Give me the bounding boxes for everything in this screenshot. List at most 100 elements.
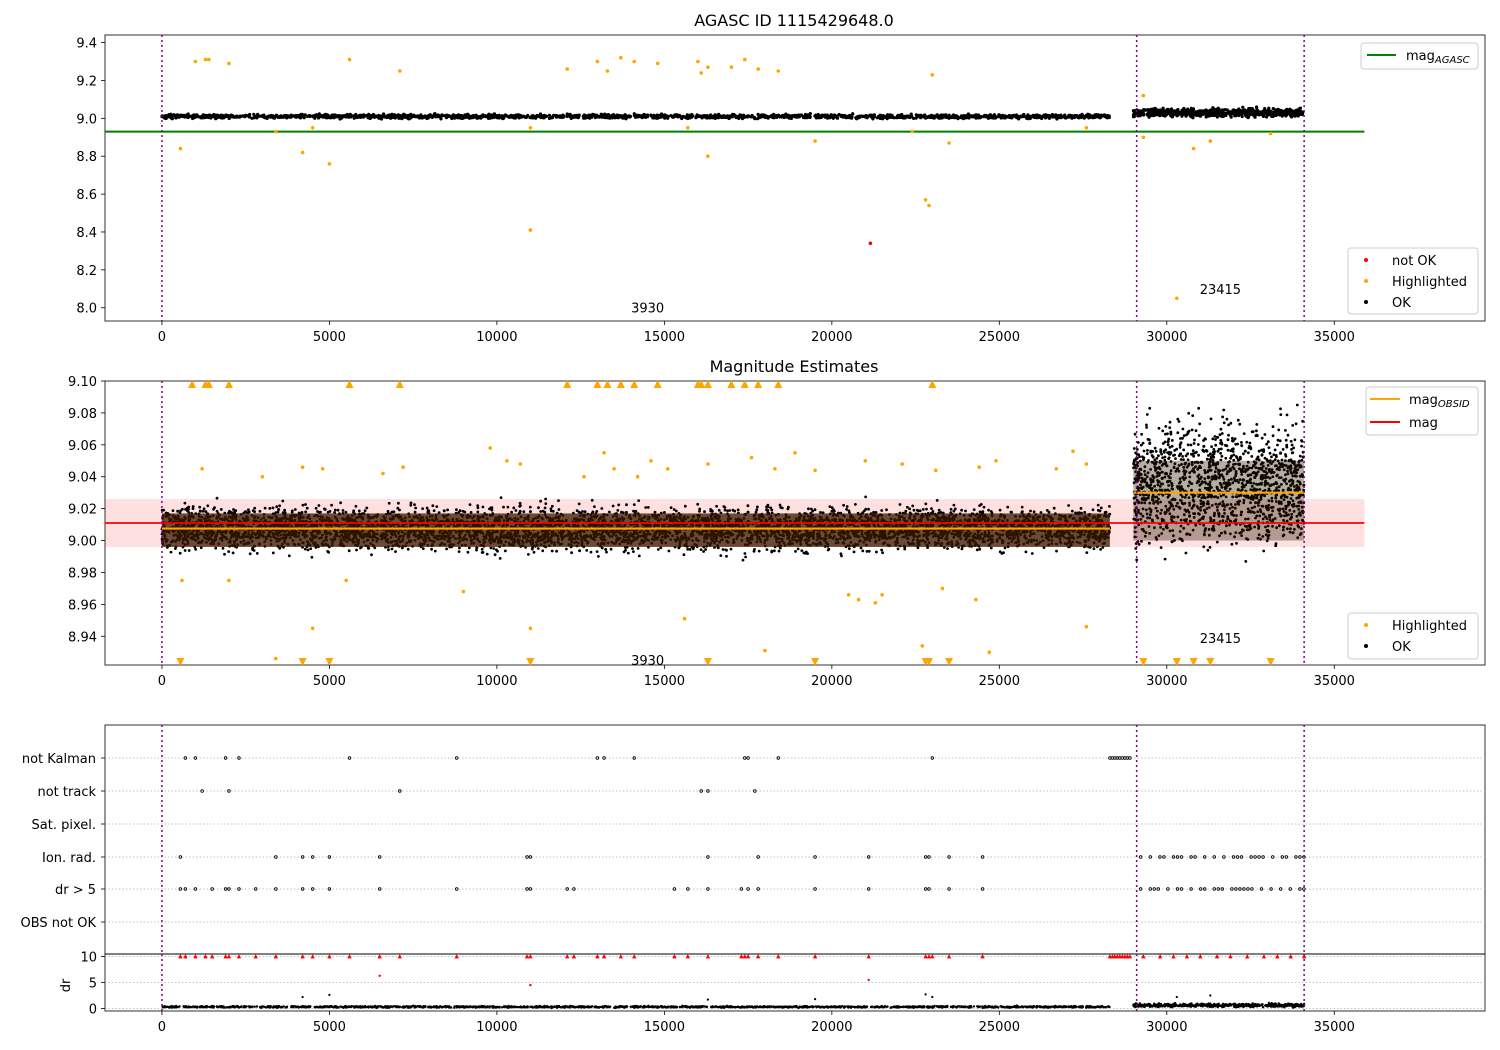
ok-point (910, 114, 914, 118)
ok-point (773, 549, 776, 553)
highlighted-point (207, 57, 211, 62)
ok-point (403, 114, 407, 118)
ok-point (340, 115, 344, 119)
ok-point (864, 113, 868, 118)
ok-point (490, 116, 495, 120)
ok-point (756, 505, 759, 509)
ok-point (971, 114, 975, 118)
ok-point (1234, 111, 1239, 115)
agasc-x-tick-label: 5000 (313, 330, 346, 345)
ok-point (742, 115, 746, 119)
legend-marker-ok (1364, 300, 1368, 304)
ok-point (1166, 111, 1170, 115)
ok-point (781, 114, 785, 118)
ok-point (263, 506, 267, 510)
ok-point (1151, 108, 1155, 112)
ok-point (486, 116, 490, 120)
ok-point (912, 508, 916, 512)
highlighted-point (947, 141, 951, 145)
ok-point (1003, 114, 1007, 118)
ok-point (569, 115, 573, 119)
ok-point (421, 547, 425, 550)
ok-point (492, 547, 496, 550)
ok-point (640, 116, 644, 120)
ok-point (1096, 503, 1100, 507)
highlighted-point (743, 57, 747, 62)
ok-point (906, 505, 909, 509)
ok-point (978, 547, 982, 551)
ok-point (284, 113, 288, 118)
ok-point (357, 509, 361, 513)
highlighted-point (686, 126, 690, 130)
ok-point (683, 504, 687, 508)
ok-point (454, 114, 458, 118)
agasc-x-tick-label: 30000 (1146, 330, 1187, 345)
ok-point (749, 115, 753, 119)
ok-point (819, 115, 823, 120)
ok-point (1255, 105, 1259, 109)
highlighted-point (310, 126, 315, 130)
ok-point (271, 551, 275, 555)
ok-point (501, 117, 505, 121)
ok-point (919, 113, 923, 117)
ok-point (937, 508, 941, 512)
ok-point (885, 508, 888, 512)
ok-point (762, 113, 767, 117)
ok-point (799, 113, 803, 117)
highlighted-point (528, 228, 533, 232)
ok-point (632, 550, 635, 553)
ok-point (397, 501, 400, 505)
highlighted-point (729, 65, 734, 69)
ok-point (823, 113, 827, 117)
ok-point (301, 115, 306, 119)
highlighted-point (756, 67, 760, 71)
ok-point (710, 116, 714, 120)
ok-point (1108, 505, 1111, 508)
ok-point (784, 112, 788, 116)
ok-point (625, 503, 628, 507)
ok-point (248, 552, 252, 556)
agasc-x-tick-label: 15000 (644, 330, 685, 345)
ok-point (976, 113, 981, 117)
highlighted-point (605, 69, 610, 73)
ok-point (980, 115, 984, 119)
ok-point (1194, 111, 1198, 115)
legend-marker-highlighted (1364, 279, 1368, 283)
legend-label-ok: OK (1392, 296, 1411, 311)
ok-point (847, 114, 851, 118)
legend-marker-not-ok (1364, 258, 1368, 262)
ok-point (746, 115, 750, 119)
ok-point (1249, 107, 1253, 111)
ok-point (772, 115, 776, 119)
ok-point (616, 509, 620, 512)
ok-point (306, 548, 310, 552)
ok-point (514, 509, 518, 512)
ok-point (414, 114, 419, 118)
ok-point (1271, 112, 1275, 116)
ok-point (300, 511, 304, 514)
ok-point (368, 114, 372, 118)
ok-point (199, 115, 203, 119)
ok-point (1276, 112, 1280, 116)
ok-point (644, 506, 648, 509)
ok-point (1107, 115, 1111, 120)
ok-point (1032, 510, 1036, 514)
highlighted-point (619, 55, 623, 60)
ok-point (271, 506, 275, 510)
ok-point (832, 113, 836, 117)
ok-point (688, 113, 693, 117)
ok-point (339, 501, 342, 505)
ok-point (875, 550, 878, 554)
ok-point (269, 113, 273, 118)
ok-point (189, 114, 193, 118)
ok-point (557, 508, 561, 511)
agasc-x-tick-label: 25000 (979, 330, 1020, 345)
ok-point (244, 113, 248, 117)
ok-point (612, 114, 616, 118)
ok-point (847, 547, 851, 550)
ok-point (605, 550, 608, 554)
ok-point (796, 547, 800, 551)
highlighted-point (203, 57, 208, 62)
